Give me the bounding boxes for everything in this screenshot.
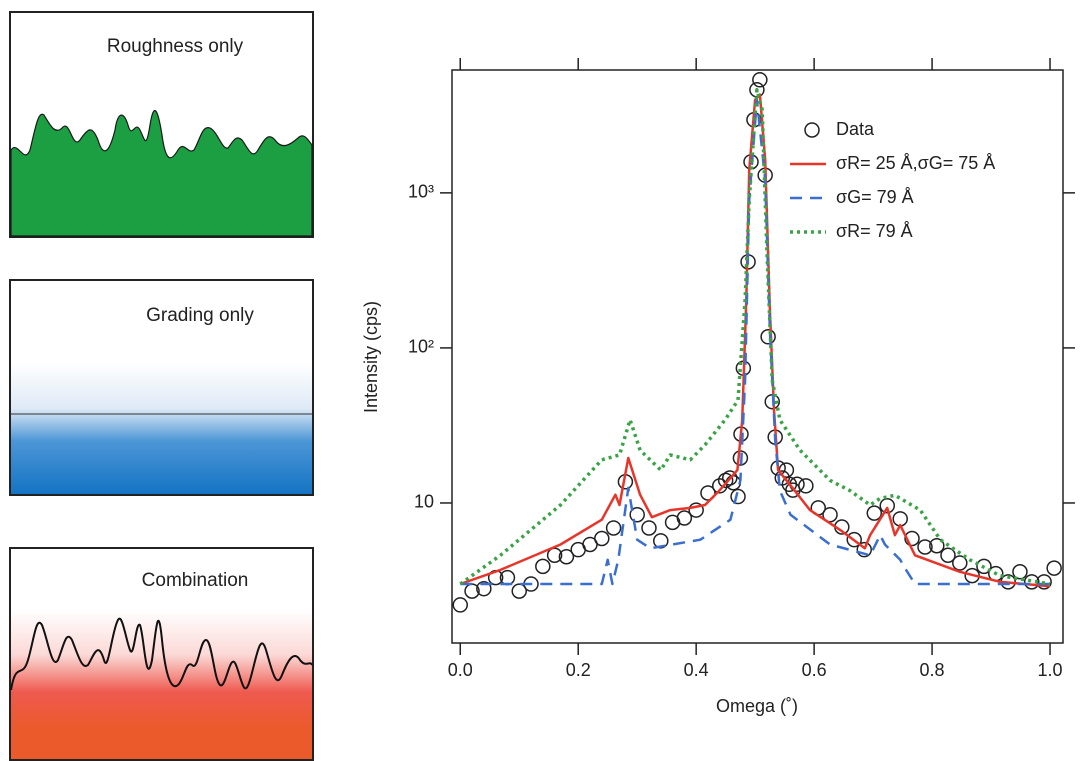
data-point — [798, 478, 814, 494]
data-point — [730, 488, 746, 505]
y-tick-label: 10 — [414, 492, 434, 512]
rough-surface — [10, 109, 313, 237]
series-line — [459, 88, 1051, 586]
data-point — [725, 475, 742, 491]
data-point — [452, 597, 469, 613]
legend-label: σR= 25 Å,σG= 75 Å — [836, 153, 995, 173]
data-point — [952, 555, 968, 571]
y-tick-label: 10³ — [408, 182, 434, 202]
panel-title: Grading only — [146, 305, 254, 326]
legend-label: Data — [836, 119, 875, 139]
data-point — [929, 537, 945, 554]
data-point — [917, 539, 933, 555]
data-point — [535, 558, 551, 575]
data-point — [1012, 564, 1028, 580]
chart: Intensity (cps) Omega (˚) 0.0 0.2 0.4 0.6 0.… — [361, 58, 1075, 716]
x-axis-label: Omega (˚) — [716, 696, 798, 716]
data-point — [722, 470, 738, 486]
data-point — [752, 72, 768, 88]
data-point — [856, 541, 872, 558]
data-point — [641, 520, 657, 536]
data-point — [940, 547, 956, 564]
roughness-panel: Roughness only — [9, 11, 314, 238]
data-point — [511, 583, 527, 599]
x-tick-label: 1.0 — [1038, 660, 1063, 680]
graded-layer — [11, 362, 312, 494]
data-point — [846, 531, 862, 548]
data-point — [676, 510, 693, 526]
combination-panel: Combination — [9, 547, 314, 761]
x-tick-label: 0.6 — [802, 660, 827, 680]
series-line — [460, 98, 1050, 586]
data-point — [866, 505, 883, 521]
panel-title: Roughness only — [107, 36, 244, 57]
data-point — [605, 520, 622, 536]
data-point — [629, 506, 645, 523]
panel-title: Combination — [142, 570, 249, 591]
data-point — [653, 533, 669, 549]
y-axis-label: Intensity (cps) — [361, 301, 381, 413]
x-tick-label: 0.2 — [566, 660, 591, 680]
data-point — [688, 502, 704, 518]
x-tick-label: 0.4 — [684, 660, 709, 680]
data-point — [594, 530, 610, 547]
x-tick-label: 0.8 — [920, 660, 945, 680]
combined-surface — [10, 617, 313, 691]
data-point — [700, 485, 716, 501]
y-tick-label: 10² — [408, 337, 434, 357]
legend-label: σG= 79 Å — [836, 187, 914, 207]
data-point — [892, 511, 908, 527]
data-point — [1046, 560, 1062, 576]
x-tick-label: 0.0 — [448, 660, 473, 680]
data-point — [976, 558, 992, 575]
plot-frame — [451, 69, 1064, 644]
data-point — [904, 530, 920, 547]
data-point — [476, 580, 492, 597]
legend-label: σR= 79 Å — [836, 221, 913, 241]
data-point — [717, 472, 734, 489]
data-point — [822, 506, 838, 523]
grading-panel: Grading only — [9, 279, 314, 496]
data-point — [1023, 574, 1040, 590]
data-point — [879, 497, 895, 514]
series-line — [459, 93, 1051, 588]
legend-marker — [804, 122, 820, 138]
data-point — [760, 329, 776, 345]
data-point — [558, 548, 575, 565]
